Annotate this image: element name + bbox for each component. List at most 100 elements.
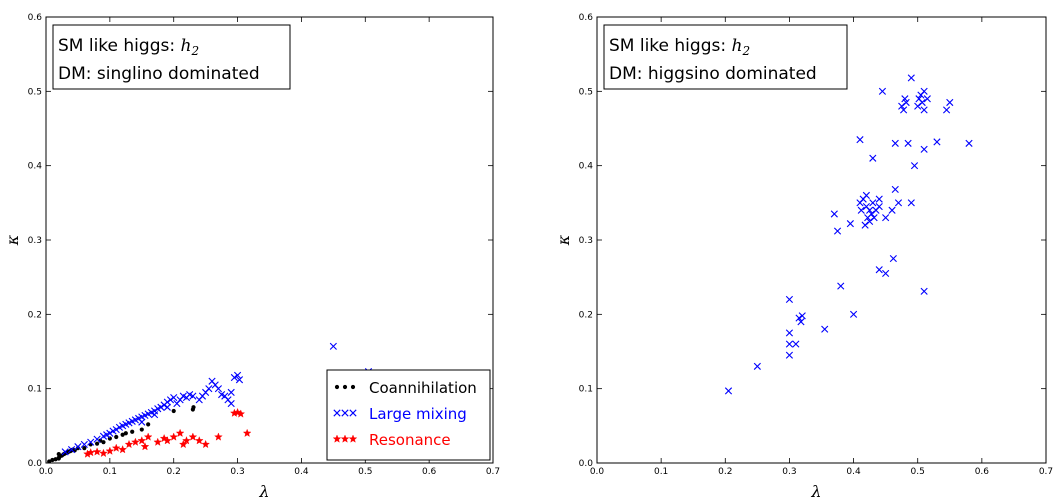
series-1-point-28: [170, 393, 178, 402]
series-1-point-5: [93, 435, 101, 443]
series-0-point-58: [942, 106, 951, 114]
x-tick-label: 0.1: [654, 467, 668, 477]
annotation-line-1: SM like higgs: h2: [609, 36, 750, 58]
annotation-line-2: DM: singlino dominated: [58, 64, 260, 84]
legend-marker-2: [348, 434, 358, 443]
series-2-point-3: [99, 448, 108, 458]
series-0-point-56: [923, 95, 931, 103]
x-axis-label: λ: [810, 482, 821, 500]
series-1-point-52: [138, 418, 146, 426]
series-0-point-27: [869, 199, 877, 207]
series-2-point-16: [182, 436, 191, 445]
y-tick-label: 0.5: [28, 87, 42, 97]
x-tick-label: 0.7: [1039, 467, 1053, 477]
x-axis-label: λ: [258, 482, 269, 500]
series-2-point-24: [242, 428, 252, 437]
series-0-point-0: [724, 387, 733, 395]
series-0-point-3: [785, 340, 794, 348]
series-0-point-25: [146, 422, 151, 427]
axes-frame: [596, 16, 1047, 464]
legend-marker-0: [350, 384, 356, 390]
series-0-point-11: [830, 210, 838, 218]
series-1-point-49: [227, 399, 235, 408]
legend-marker-2: [340, 434, 350, 443]
series-1-point-3: [80, 440, 88, 449]
series-0-point-45: [907, 199, 915, 207]
series-1-point-46: [230, 373, 238, 382]
annotation-line-2: DM: higgsino dominated: [609, 64, 817, 84]
series-0-point-29: [56, 451, 61, 457]
y-axis-label: κ: [3, 234, 22, 246]
legend-label-1: Large mixing: [369, 405, 467, 423]
series-0-point-13: [837, 282, 845, 290]
x-tick-label: 0.3: [782, 467, 796, 477]
x-tick-label: 0.1: [103, 467, 117, 477]
y-tick-label: 0.2: [28, 310, 42, 320]
series-0-point-26: [869, 154, 877, 162]
series-0-point-24: [866, 206, 874, 214]
y-tick-label: 0.6: [28, 13, 43, 23]
series-0-point-14: [56, 456, 61, 461]
series-2-point-25: [153, 437, 163, 446]
series-0-point-59: [946, 98, 954, 107]
series-0-point-17: [94, 441, 100, 446]
data-points: [47, 342, 373, 463]
y-tick-label: 0.4: [28, 162, 43, 172]
series-2-point-1: [86, 448, 96, 457]
series-0-point-57: [933, 138, 941, 146]
series-0-point-52: [920, 87, 928, 95]
annotation-box: [52, 24, 291, 90]
series-1-point-53: [150, 411, 159, 419]
series-0-point-5: [785, 295, 794, 304]
series-0-point-24: [139, 427, 144, 432]
series-2-point-5: [111, 443, 121, 452]
series-2-point-14: [175, 428, 185, 437]
series-1-point-0: [61, 448, 69, 456]
series-0-point-22: [123, 431, 128, 436]
series-1-point-2: [74, 443, 82, 451]
series-0-point-46: [907, 74, 915, 82]
series-2-point-2: [92, 447, 102, 456]
series-0-point-38: [891, 185, 899, 194]
y-tick-label: 0.1: [579, 385, 593, 395]
series-0-point-41: [900, 106, 908, 114]
y-tick-label: 0.6: [579, 13, 594, 23]
y-axis-label: κ: [554, 234, 573, 246]
series-0-point-35: [888, 206, 896, 214]
series-1-point-50: [329, 342, 337, 350]
series-1-point-1: [67, 446, 76, 454]
series-0-point-34: [882, 214, 890, 222]
x-tick-label: 0.2: [718, 467, 732, 477]
series-0-point-22: [862, 191, 870, 199]
series-0-point-23: [130, 429, 135, 434]
legend-marker-0: [342, 384, 348, 390]
series-2-point-20: [214, 432, 223, 441]
series-0-point-30: [875, 202, 883, 211]
series-2-point-9: [137, 436, 147, 445]
y-tick-label: 0.5: [579, 87, 593, 97]
series-0-point-10: [821, 325, 829, 333]
series-0-point-28: [191, 405, 196, 410]
series-2-point-8: [131, 437, 140, 446]
x-tick-label: 0.2: [167, 467, 181, 477]
series-0-point-33: [882, 269, 890, 278]
series-1-point-10: [112, 425, 120, 434]
series-0-point-16: [856, 136, 864, 144]
series-0-point-6: [792, 340, 800, 348]
series-1-point-48: [235, 376, 244, 384]
x-tick-label: 0.3: [230, 467, 244, 477]
y-tick-label: 0.2: [579, 310, 593, 320]
y-tick-label: 0.0: [579, 459, 594, 469]
series-0-point-53: [920, 106, 928, 114]
series-0-point-47: [910, 162, 919, 170]
series-0-point-31: [101, 440, 106, 445]
legend: Coannihilation Large mixing Resonance: [326, 369, 491, 461]
left-scatter-panel: 0.0 0.1 0.2 0.3 0.4 0.5 0.6 0.7 0.0 0.1 0.2 0.3 0.4 0…: [3, 13, 500, 500]
legend-label-0: Coannihilation: [369, 379, 477, 397]
x-tick-label: 0.4: [846, 467, 861, 477]
series-2-point-10: [143, 432, 153, 441]
legend-marker-2: [332, 434, 342, 443]
series-0-point-21: [120, 432, 125, 437]
series-2-point-19: [201, 439, 210, 449]
